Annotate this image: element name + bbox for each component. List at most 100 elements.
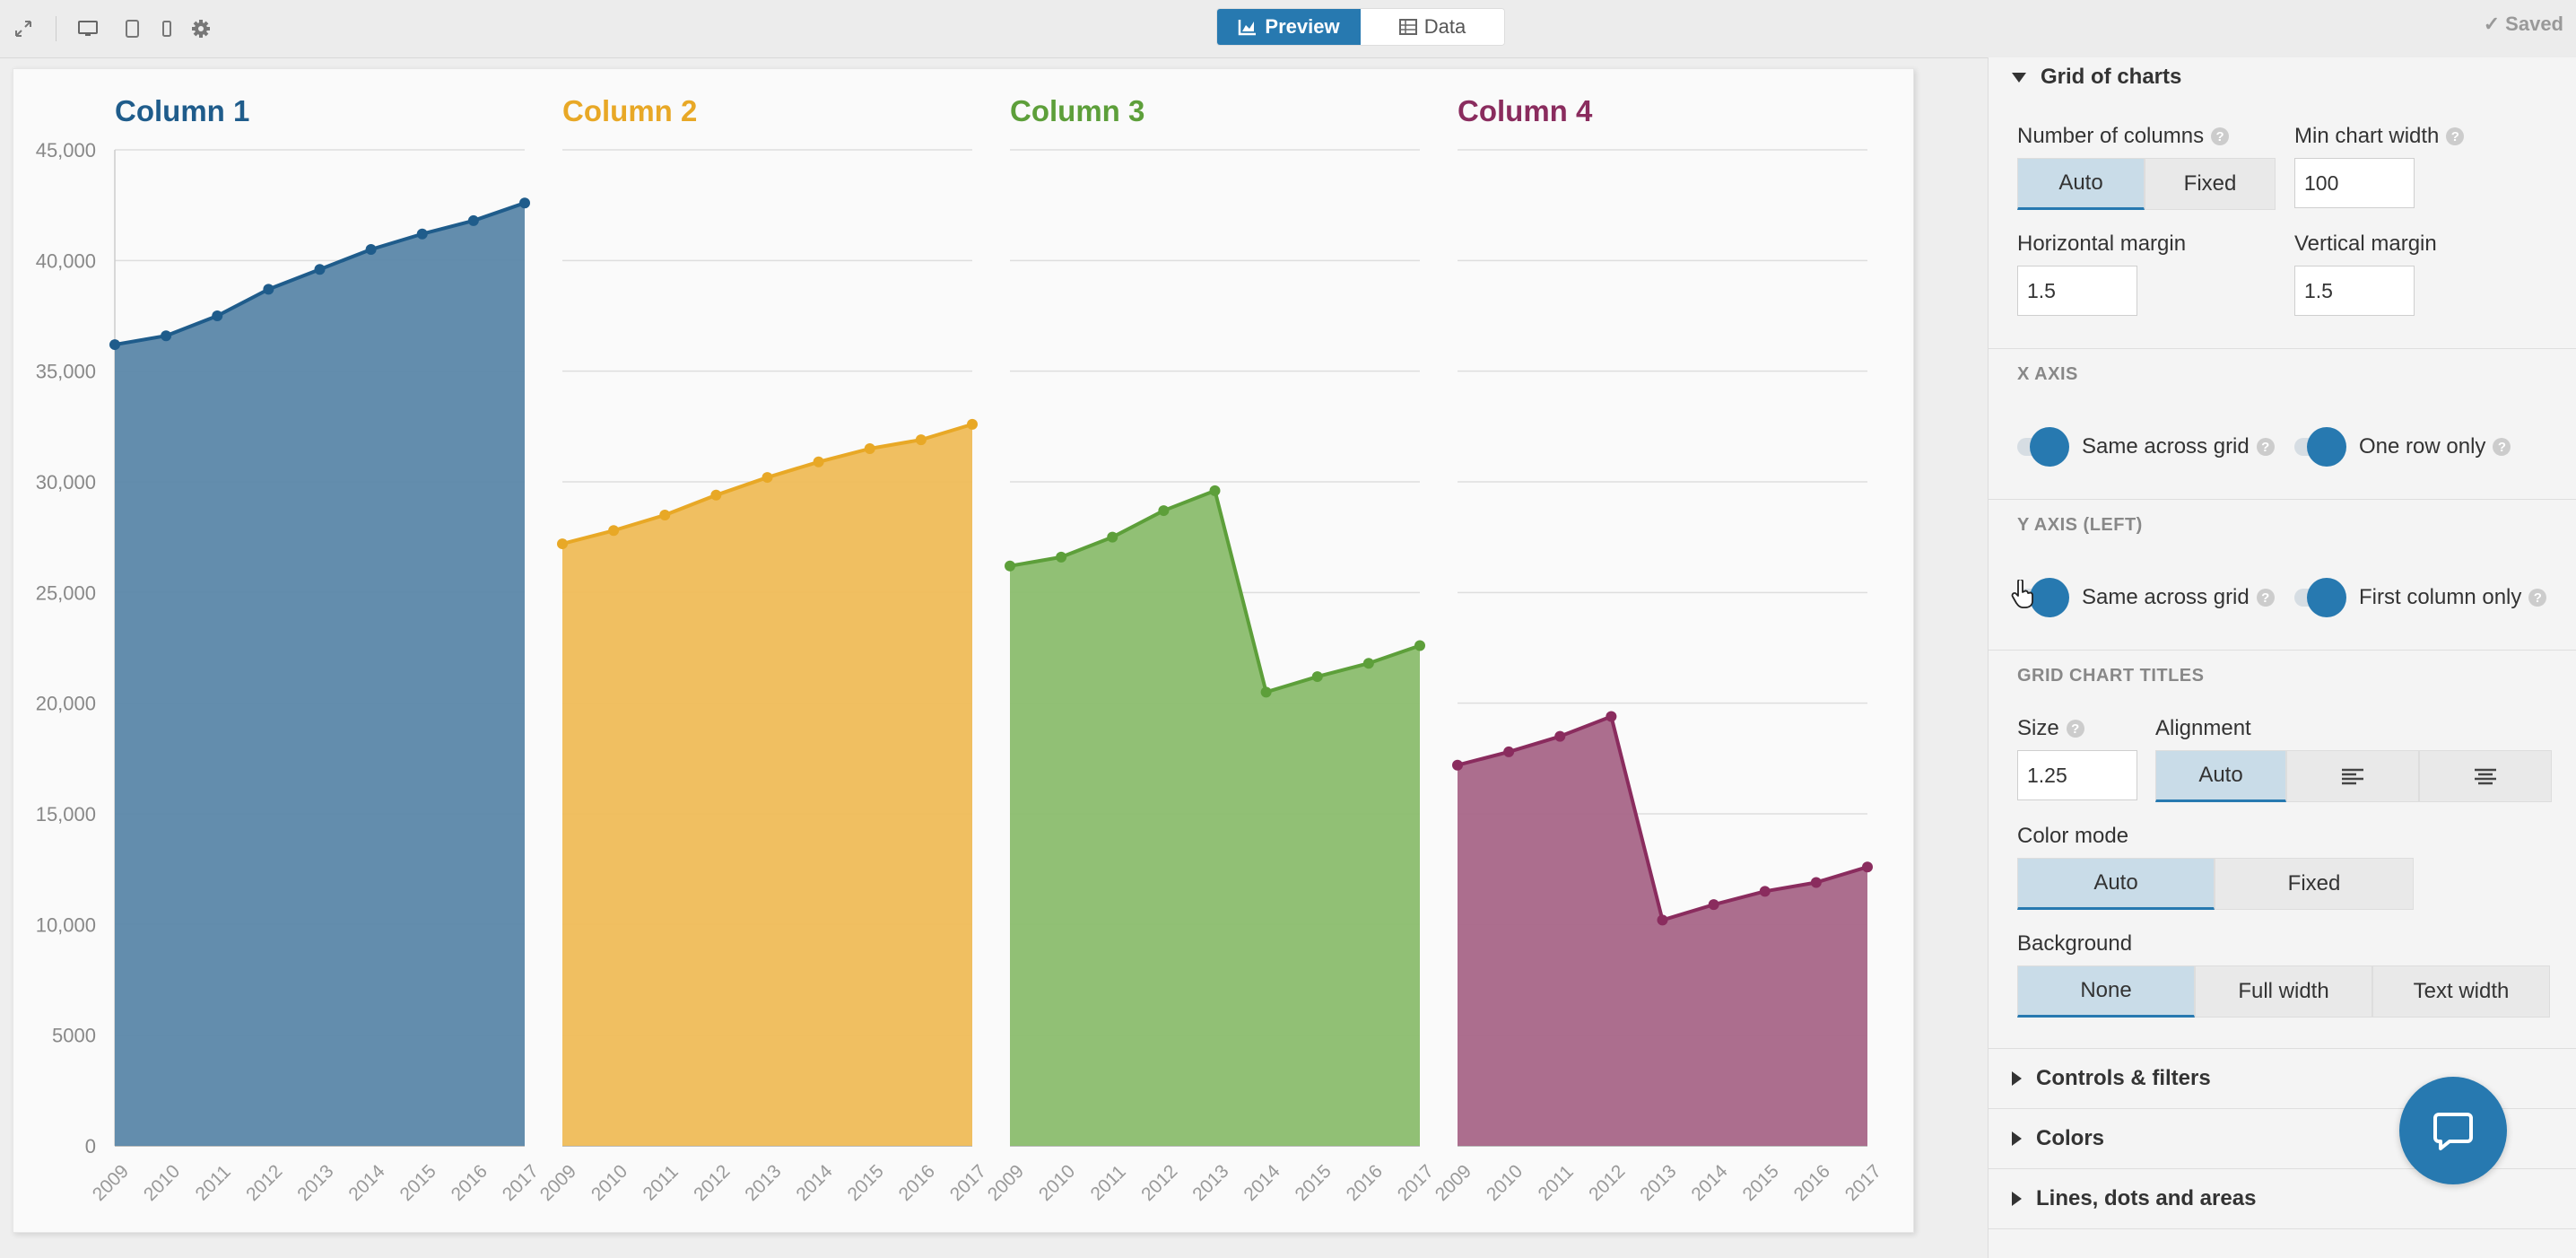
help-icon[interactable]: ? [2446, 127, 2465, 145]
grid-chart-titles-heading: GRID CHART TITLES [2017, 666, 2205, 686]
section-controls-filters[interactable]: Controls & filters [1989, 1049, 2576, 1109]
color-mode-auto[interactable]: Auto [2017, 858, 2215, 910]
x-tick-label: 2011 [1087, 1161, 1130, 1204]
alignment-text: Alignment [2155, 716, 2251, 740]
desktop-icon[interactable] [77, 18, 99, 39]
section-colors[interactable]: Colors [1989, 1109, 2576, 1169]
help-icon[interactable]: ? [2256, 589, 2275, 607]
x-tick-label: 2015 [1292, 1161, 1336, 1205]
alignment-auto[interactable]: Auto [2155, 750, 2286, 802]
data-point [557, 538, 568, 550]
v-margin-input[interactable] [2294, 266, 2415, 316]
toggle-knob [2030, 427, 2069, 467]
min-width-input[interactable] [2294, 158, 2415, 208]
x-tick-label: 2015 [844, 1161, 888, 1205]
alignment-left[interactable] [2286, 750, 2419, 802]
y-tick-label: 30,000 [36, 471, 96, 494]
num-columns-toggle: Auto Fixed [2017, 158, 2276, 210]
h-margin-label: Horizontal margin [2017, 232, 2186, 257]
table-icon [1398, 19, 1417, 35]
x-tick-label: 2012 [1137, 1161, 1181, 1205]
y-tick-label: 20,000 [36, 693, 96, 715]
toggle-track [2294, 427, 2346, 467]
data-point [212, 310, 223, 321]
section-title: Colors [2036, 1126, 2105, 1150]
data-point [1554, 730, 1566, 742]
toggle-knob [2307, 578, 2346, 617]
v-margin-text: Vertical margin [2294, 232, 2437, 256]
x-one-row-toggle[interactable]: One row only? [2294, 427, 2511, 467]
data-button[interactable]: Data [1361, 9, 1504, 45]
section-title: Lines, dots and areas [2036, 1186, 2257, 1210]
divider [1989, 1048, 2576, 1049]
data-point [1759, 886, 1771, 897]
background-text-width[interactable]: Text width [2372, 965, 2550, 1018]
x-tick-label: 2012 [690, 1161, 734, 1205]
section-lines-dots-areas[interactable]: Lines, dots and areas [1989, 1169, 2576, 1229]
alignment-toggle: Auto [2155, 750, 2552, 802]
preview-button[interactable]: Preview [1217, 9, 1361, 45]
color-mode-fixed[interactable]: Fixed [2215, 858, 2414, 910]
size-text: Size [2017, 716, 2059, 740]
caret-right-icon [2012, 1192, 2022, 1206]
x-tick-label: 2016 [448, 1161, 492, 1205]
num-columns-auto[interactable]: Auto [2017, 158, 2145, 210]
section-title: Controls & filters [2036, 1066, 2211, 1090]
help-icon[interactable]: ? [2528, 589, 2547, 607]
chart-panel: Column 2 2009 2010 2011 2012 2013 2014 2015 2016… [536, 94, 990, 1205]
x-tick-label: 2009 [89, 1161, 133, 1205]
background-none[interactable]: None [2017, 965, 2195, 1018]
tablet-icon[interactable] [122, 18, 144, 39]
toolbar-divider [56, 16, 57, 41]
x-tick-label: 2010 [1035, 1161, 1079, 1205]
settings-panel: Grid of charts Number of columns ? Auto … [1988, 57, 2576, 1258]
x-tick-label: 2014 [344, 1161, 389, 1206]
alignment-center[interactable] [2419, 750, 2552, 802]
chart-title: Column 3 [1010, 94, 1144, 127]
area-fill [1458, 716, 1867, 1146]
chat-button[interactable] [2399, 1077, 2507, 1184]
data-label: Data [1423, 15, 1466, 38]
caret-down-icon [2012, 72, 2026, 83]
chart-panel: Column 3 2009 2010 2011 2012 2013 2014 2015 2016… [984, 94, 1438, 1205]
gear-icon[interactable] [190, 18, 212, 39]
check-icon: ✓ [2483, 13, 2501, 35]
x-tick-label: 2016 [1343, 1161, 1387, 1205]
x-same-across-grid-toggle[interactable]: Same across grid? [2017, 427, 2275, 467]
preview-label: Preview [1265, 15, 1340, 38]
data-point [659, 510, 671, 520]
mobile-icon[interactable] [156, 18, 178, 39]
h-margin-input[interactable] [2017, 266, 2137, 316]
chart-panel: Column 4 2009 2010 2011 2012 2013 2014 2015 2016… [1432, 94, 1885, 1205]
expand-icon[interactable] [13, 18, 34, 39]
y-first-col-label: First column only [2359, 585, 2522, 609]
alignment-label: Alignment [2155, 716, 2251, 741]
data-point [416, 228, 428, 240]
y-first-column-toggle[interactable]: First column only? [2294, 578, 2547, 617]
align-center-icon [2475, 768, 2496, 785]
data-point [761, 472, 773, 484]
help-icon[interactable]: ? [2211, 127, 2230, 145]
preview-data-toggle: Preview Data [1216, 8, 1505, 46]
num-columns-text: Number of columns [2017, 124, 2205, 148]
color-mode-text: Color mode [2017, 824, 2129, 848]
data-point [1260, 686, 1272, 698]
x-tick-label: 2014 [1687, 1161, 1732, 1206]
saved-status: ✓ Saved [2484, 13, 2563, 36]
x-tick-label: 2011 [1535, 1161, 1578, 1204]
section-grid-of-charts[interactable]: Grid of charts [1989, 57, 2576, 97]
chart-title: Column 1 [115, 94, 249, 127]
help-icon[interactable]: ? [2493, 438, 2511, 456]
x-tick-label: 2013 [1188, 1161, 1232, 1205]
size-input[interactable] [2017, 750, 2137, 800]
toggle-knob [2030, 578, 2069, 617]
num-columns-fixed[interactable]: Fixed [2145, 158, 2276, 210]
y-same-across-grid-toggle[interactable]: Same across grid? [2017, 578, 2275, 617]
y-tick-label: 15,000 [36, 803, 96, 826]
x-tick-label: 2016 [895, 1161, 939, 1205]
help-icon[interactable]: ? [2256, 438, 2275, 456]
x-tick-label: 2009 [1432, 1161, 1475, 1205]
help-icon[interactable]: ? [2066, 720, 2084, 738]
toggle-track [2294, 578, 2346, 617]
background-full-width[interactable]: Full width [2195, 965, 2372, 1018]
